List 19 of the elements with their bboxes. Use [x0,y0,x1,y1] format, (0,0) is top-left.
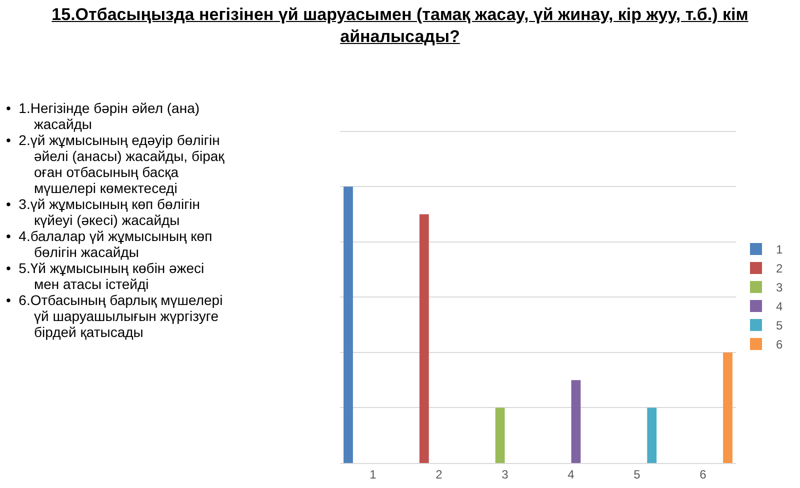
text: • 3.үй жұмысының көп бөлігін күйеуі (әкесі) жасайды [6,196,202,228]
x-tick-label: 3 [502,467,509,482]
legend-label: 2 [776,262,783,276]
chart-title: 15.Отбасыңызда негізінен үй шаруасымен (тамақ жасау, үй жинау, кір жуу, т.б.) кім айналысады? [50,4,750,48]
text: • 2.үй жұмысының едәуір бөлігін әйелі (анасы) жасайды, бірақ оған отбасының басқа мүшелері көмектеседі [6,132,225,196]
legend-label: 1 [776,242,783,257]
x-tick-label: 5 [634,467,641,482]
text: • 4.балалар үй жұмысының көп бөлігін жасайды [6,228,214,260]
legend-label: 3 [776,280,783,295]
text: • 6.Отбасының барлық мүшелері үй шаруашылығын жүргізуге бірдей қатысады [6,292,224,340]
x-tick-label: 6 [700,467,707,482]
x-tick-label: 4 [568,467,575,482]
legend-label: 5 [776,318,783,333]
text: • 1.Негізінде бәрін әйел (ана) жасайды [6,100,201,132]
x-tick-label: 2 [436,467,443,482]
text: • 5.Үй жұмысының көбін әжесі мен атасы істейді [6,260,206,292]
x-tick-label: 1 [370,467,377,482]
legend-label: 6 [776,338,783,352]
legend-label: 4 [776,300,783,314]
